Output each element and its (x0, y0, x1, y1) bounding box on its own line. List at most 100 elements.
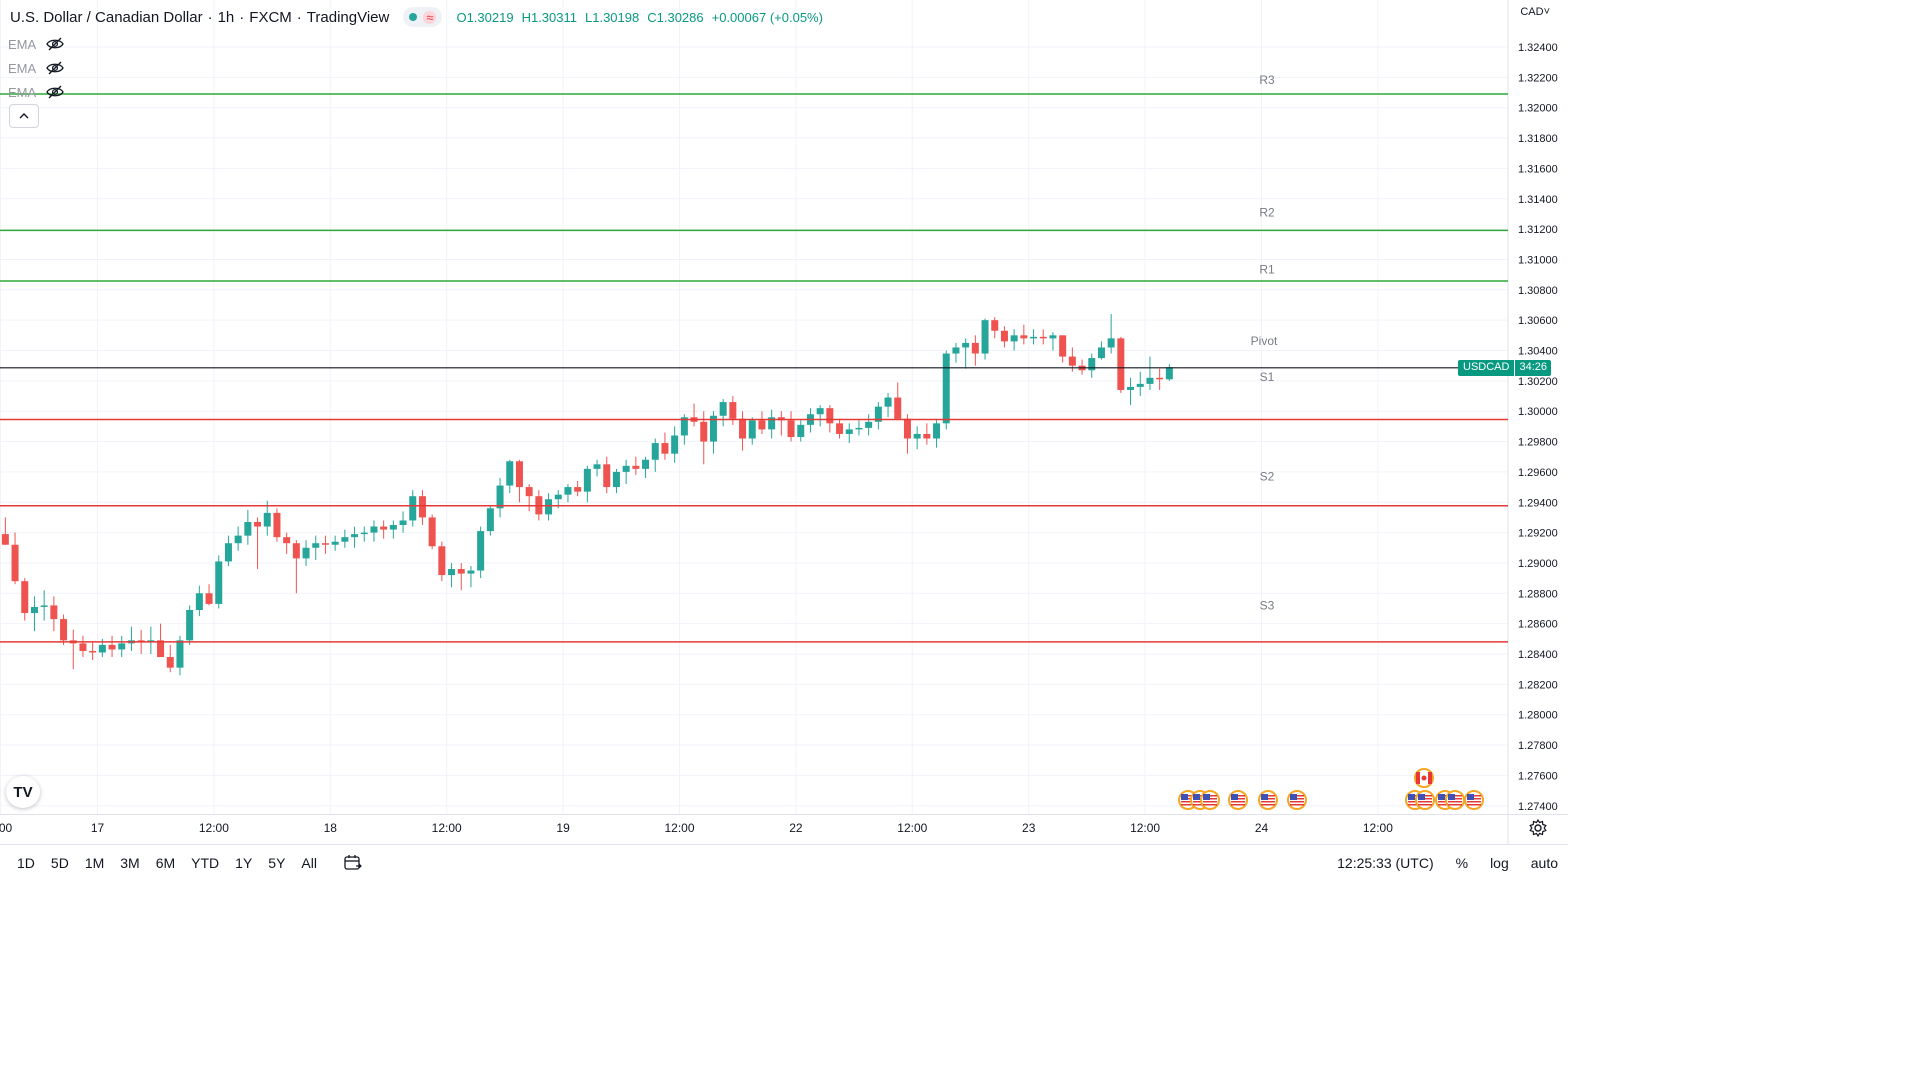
range-5d-button[interactable]: 5D (50, 855, 69, 871)
candle-body (816, 408, 824, 415)
candle-body (622, 465, 630, 472)
range-1y-button[interactable]: 1Y (235, 855, 253, 871)
x-tick-label: 12:00 (1363, 821, 1393, 835)
candle-body (1136, 383, 1144, 387)
range-1d-button[interactable]: 1D (17, 855, 35, 871)
y-tick-label: 1.27800 (1518, 740, 1558, 752)
candle-body (89, 650, 97, 653)
y-tick-label: 1.28400 (1518, 649, 1558, 661)
candle-body (1030, 336, 1038, 339)
market-open-dot-icon (409, 13, 418, 21)
candle-body (467, 570, 475, 574)
y-tick-label: 1.28200 (1518, 679, 1558, 691)
symbol-title[interactable]: U.S. Dollar / Canadian Dollar (10, 8, 203, 26)
range-5y-button[interactable]: 5Y (268, 855, 286, 871)
candle-body (341, 537, 349, 542)
candle-body (360, 532, 368, 535)
range-ytd-button[interactable]: YTD (191, 855, 220, 871)
candle-body (1127, 386, 1135, 390)
candle-body (680, 417, 688, 436)
candle-body (1000, 330, 1008, 342)
candle-body (224, 543, 232, 562)
price-chart[interactable]: 1.32400 1.32200 1.32000 1.31800 1.31600 1.314… (0, 0, 1568, 880)
pivot-level-label: Pivot (1251, 334, 1278, 348)
y-tick-label: 1.31000 (1518, 254, 1558, 266)
eye-off-icon[interactable] (46, 37, 64, 51)
symbol-tag-name: USDCAD (1458, 359, 1515, 376)
candle-body (418, 496, 426, 518)
range-6m-button[interactable]: 6M (155, 855, 176, 871)
y-tick-label: 1.28800 (1518, 588, 1558, 600)
range-3m-button[interactable]: 3M (120, 855, 140, 871)
candle-body (244, 521, 252, 536)
x-tick-label: 12:00 (432, 821, 462, 835)
candle-body (50, 605, 58, 620)
y-tick-label: 1.29800 (1518, 437, 1558, 449)
candle-body (952, 347, 960, 354)
collapse-legend-button[interactable] (9, 104, 39, 128)
candle-body (157, 640, 165, 658)
y-tick-label: 1.31400 (1518, 194, 1558, 206)
y-tick-label: 1.31800 (1518, 133, 1558, 145)
market-status-pill[interactable]: ≈ (403, 7, 443, 27)
y-tick-label: 1.29600 (1518, 467, 1558, 479)
wave-icon: ≈ (423, 10, 437, 24)
eye-off-icon[interactable] (46, 61, 64, 75)
exchange-label: FXCM (249, 8, 292, 26)
candle-body (612, 471, 620, 488)
candle-body (166, 657, 174, 668)
y-tick-label: 1.32000 (1518, 103, 1558, 115)
y-tick-label: 1.27400 (1518, 801, 1558, 813)
calendar-icon[interactable] (343, 854, 363, 872)
percent-scale-toggle[interactable]: % (1455, 855, 1469, 871)
candle-body (709, 415, 717, 442)
x-tick-label: 12:00 (1130, 821, 1160, 835)
candle-body (11, 544, 19, 582)
us-flag-icon (1415, 790, 1435, 810)
y-tick-label: 1.30400 (1518, 346, 1558, 358)
candle-body (603, 464, 611, 488)
candle-body (1088, 358, 1096, 371)
y-tick-label: 1.31600 (1518, 163, 1558, 175)
candle-body (739, 418, 747, 439)
candle-body (273, 512, 281, 538)
y-tick-label: 1.30800 (1518, 285, 1558, 297)
eye-off-icon[interactable] (46, 85, 64, 99)
indicator-row[interactable]: EMA (8, 32, 64, 56)
pivot-level-label: R1 (1259, 262, 1275, 276)
candle-body (700, 421, 708, 442)
currency-selector[interactable]: CAD˅ (1520, 6, 1550, 18)
candle-body (574, 487, 582, 492)
candle-body (632, 465, 640, 469)
candle-body (60, 619, 68, 641)
log-scale-toggle[interactable]: log (1490, 855, 1509, 871)
indicator-row[interactable]: EMA (8, 56, 64, 80)
candle-body (477, 531, 485, 571)
us-flag-icon (1287, 790, 1307, 810)
candle-body (797, 424, 805, 437)
interval-label[interactable]: 1h (217, 8, 235, 26)
candle-body (1097, 347, 1105, 359)
candle-body (370, 526, 378, 533)
candle-body (108, 644, 116, 650)
tradingview-logo[interactable]: TV (6, 776, 40, 808)
candle-body (292, 543, 300, 559)
range-1m-button[interactable]: 1M (84, 855, 105, 871)
utc-clock[interactable]: 12:25:33 (UTC) (1337, 855, 1434, 871)
x-tick-label: 2:00 (0, 821, 13, 835)
indicator-row[interactable]: EMA (8, 80, 64, 104)
candle-body (729, 402, 737, 419)
candle-body (933, 423, 941, 439)
auto-scale-toggle[interactable]: auto (1530, 855, 1558, 871)
range-all-button[interactable]: All (301, 855, 317, 871)
candle-body (1, 534, 9, 545)
last-price-tag: USDCAD 34:26 (1458, 359, 1551, 376)
y-tick-label: 1.30600 (1518, 315, 1558, 327)
x-tick-label: 17 (91, 821, 105, 835)
candle-body (195, 593, 203, 610)
candle-body (79, 643, 87, 651)
candle-body (671, 435, 679, 454)
candle-body (515, 461, 523, 488)
candle-body (302, 547, 310, 559)
gear-icon[interactable] (1528, 818, 1548, 838)
